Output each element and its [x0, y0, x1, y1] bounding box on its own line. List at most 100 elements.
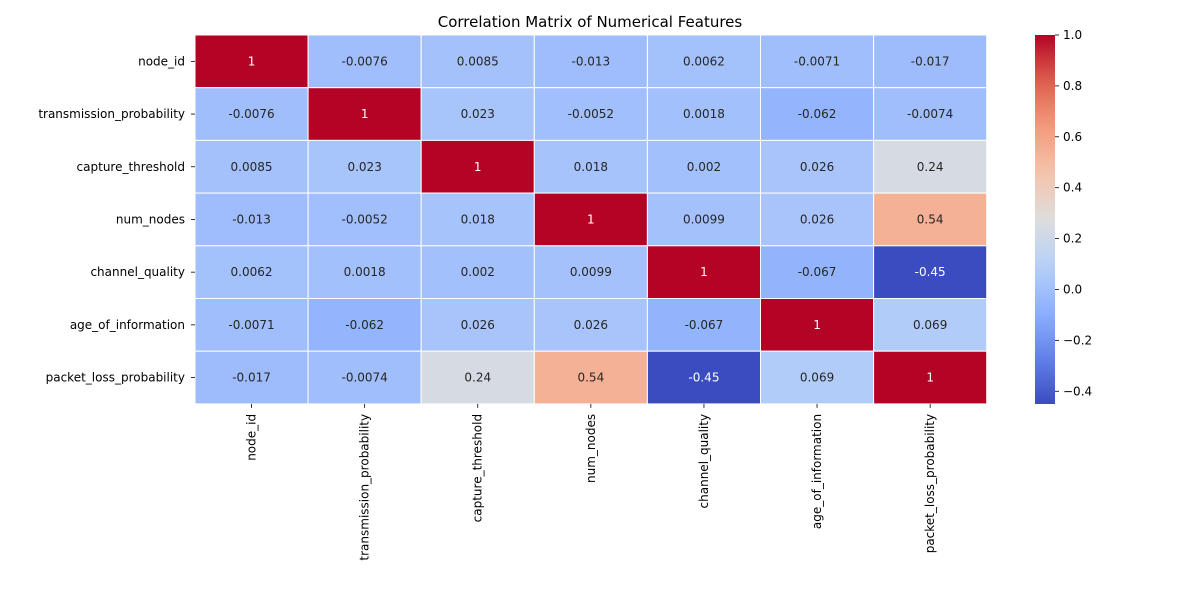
- heatmap-cell: [533, 298, 648, 352]
- cell-value-label: 0.002: [461, 265, 495, 279]
- cell-value-label: -0.0076: [341, 54, 387, 68]
- chart-title: Correlation Matrix of Numerical Features: [438, 13, 743, 31]
- cell-value-label: 0.24: [464, 371, 491, 385]
- heatmap-cell: [760, 139, 875, 194]
- cell-value-label: -0.013: [232, 212, 271, 226]
- heatmap-cell: [760, 350, 875, 405]
- cell-value-label: -0.067: [798, 265, 837, 279]
- cell-value-label: 0.069: [800, 371, 834, 385]
- cell-value-label: 0.0099: [683, 212, 725, 226]
- column-tick-labels: node_id transmission_probability capture_t…: [245, 403, 937, 561]
- cell-value-label: 0.0099: [570, 265, 612, 279]
- column-tick-label: channel_quality: [697, 414, 711, 509]
- heatmap-cell: [194, 298, 309, 352]
- row-tick-label: packet_loss_probability: [46, 371, 185, 385]
- cell-value-label: -0.017: [232, 371, 271, 385]
- cell-value-label: -0.062: [345, 318, 384, 332]
- cell-value-label: 0.026: [574, 318, 608, 332]
- cell-value-label: 0.023: [461, 107, 495, 121]
- row-tick-labels: node_id transmission_probability capture_t…: [38, 54, 195, 385]
- heatmap-cell: [194, 350, 309, 405]
- heatmap-cell: [873, 87, 988, 141]
- column-tick-label: capture_threshold: [471, 414, 485, 522]
- cell-value-label: -0.0071: [228, 318, 274, 332]
- cell-value-label: -0.0074: [907, 107, 953, 121]
- heatmap-cell: [307, 192, 422, 247]
- heatmap-cell: [420, 34, 535, 89]
- cell-value-label: 1: [813, 318, 821, 332]
- colorbar-tick-label: −0.2: [1063, 333, 1092, 347]
- colorbar: −0.4 −0.2 0.0 0.2 0.4 0.6 0.8 1.0: [1035, 28, 1092, 404]
- heatmap-cell: [420, 350, 535, 405]
- colorbar-tick-label: 1.0: [1063, 28, 1082, 42]
- heatmap-cell: [307, 298, 422, 352]
- cell-value-label: 0.54: [917, 212, 944, 226]
- heatmap-cell: [307, 139, 422, 194]
- heatmap-cell: [307, 34, 422, 89]
- cell-value-label: 0.0085: [231, 160, 273, 174]
- heatmap-cell: [533, 139, 648, 194]
- row-tick-label: capture_threshold: [77, 160, 185, 174]
- cell-value-label: -0.45: [915, 265, 946, 279]
- cell-value-label: 0.002: [687, 160, 721, 174]
- heatmap-cells: 1 -0.0076 0.0085 -0.013 0.0062 -0.0071 -0.017 -…: [194, 34, 988, 405]
- colorbar-tick-label: 0.0: [1063, 282, 1082, 296]
- cell-value-label: 0.0018: [344, 265, 386, 279]
- cell-value-label: -0.067: [685, 318, 724, 332]
- cell-value-label: 0.0085: [457, 54, 499, 68]
- heatmap-cell: [873, 245, 988, 300]
- column-tick-label: transmission_probability: [358, 414, 372, 561]
- column-tick-label: packet_loss_probability: [923, 414, 937, 553]
- cell-value-label: 0.069: [913, 318, 947, 332]
- cell-value-label: 0.54: [577, 371, 604, 385]
- colorbar-tick-label: 0.8: [1063, 79, 1082, 93]
- heatmap-cell: [760, 34, 875, 89]
- cell-value-label: -0.0074: [341, 371, 387, 385]
- cell-value-label: -0.017: [911, 54, 950, 68]
- colorbar-tick-label: −0.4: [1063, 384, 1092, 398]
- cell-value-label: 1: [474, 160, 482, 174]
- cell-value-label: 0.0062: [683, 54, 725, 68]
- heatmap-cell: [420, 139, 535, 194]
- heatmap-cell: [873, 139, 988, 194]
- heatmap-cell: [194, 192, 309, 247]
- cell-value-label: 0.026: [800, 160, 834, 174]
- cell-value-label: 0.018: [574, 160, 608, 174]
- heatmap-cell: [760, 192, 875, 247]
- cell-value-label: -0.0076: [228, 107, 274, 121]
- heatmap-cell: [194, 34, 309, 89]
- heatmap-cell: [420, 245, 535, 300]
- cell-value-label: 0.026: [800, 212, 834, 226]
- heatmap-cell: [420, 87, 535, 141]
- cell-value-label: 0.24: [917, 160, 944, 174]
- heatmap-cell: [873, 192, 988, 247]
- row-tick-label: channel_quality: [90, 265, 185, 279]
- column-tick-label: num_nodes: [584, 414, 598, 483]
- colorbar-tick-label: 0.6: [1063, 130, 1082, 144]
- cell-value-label: -0.062: [798, 107, 837, 121]
- cell-value-label: 1: [926, 371, 934, 385]
- cell-value-label: -0.0052: [341, 212, 387, 226]
- column-tick-label: age_of_information: [810, 414, 824, 529]
- column-tick-label: node_id: [245, 414, 259, 461]
- cell-value-label: 0.0062: [231, 265, 273, 279]
- cell-value-label: 1: [700, 265, 708, 279]
- cell-value-label: -0.0071: [794, 54, 840, 68]
- heatmap-cell: [533, 350, 648, 405]
- colorbar-tick-label: 0.4: [1063, 181, 1082, 195]
- cell-value-label: 1: [248, 54, 256, 68]
- colorbar-gradient: [1035, 35, 1055, 404]
- heatmap-cell: [420, 298, 535, 352]
- heatmap-cell: [194, 245, 309, 300]
- cell-value-label: 0.023: [347, 160, 381, 174]
- cell-value-label: 1: [587, 212, 595, 226]
- cell-value-label: -0.45: [688, 371, 719, 385]
- row-tick-label: transmission_probability: [38, 107, 185, 121]
- heatmap-cell: [646, 350, 762, 405]
- cell-value-label: 0.026: [461, 318, 495, 332]
- row-tick-label: node_id: [138, 54, 185, 68]
- colorbar-tick-label: 0.2: [1063, 232, 1082, 246]
- heatmap-cell: [873, 350, 988, 405]
